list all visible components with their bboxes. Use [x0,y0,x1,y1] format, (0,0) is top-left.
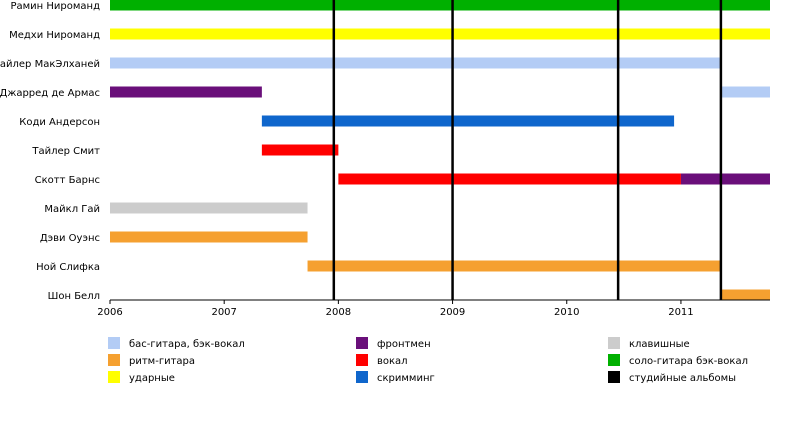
x-tick-label: 2011 [668,307,693,318]
member-label: Ной Слифка [36,262,100,273]
bar-rhythm [110,231,308,243]
legend-label-drums: ударные [129,373,175,384]
x-tick-label: 2008 [326,307,351,318]
legend-swatch-rhythm [108,354,120,366]
bar-drums [110,28,770,40]
legend-label-bass: бас-гитара, бэк-вокал [129,339,245,350]
member-label: Скотт Барнс [35,175,100,186]
member-label: Рамин Ниромaнд [10,1,100,12]
bar-front [680,173,770,185]
bar-keys [110,202,308,214]
bar-scream [261,115,675,127]
legend-swatch-drums [108,371,120,383]
x-tick-label: 2010 [554,307,579,318]
x-tick-label: 2007 [211,307,236,318]
member-label: Дэви Оуэнс [40,233,100,244]
member-label: Коди Андерсон [19,117,100,128]
legend-label-scream: скримминг [377,373,435,384]
x-tick-label: 2009 [440,307,465,318]
legend-label-keys: клавишные [629,339,690,350]
member-label: Шон Белл [48,291,100,302]
member-label: Джарред де Армас [0,88,100,99]
member-label: Медхи Ниромaнд [9,30,100,41]
legend-label-album: студийные альбомы [629,373,736,384]
bar-bass [110,57,721,69]
legend-label-vocal: вокал [377,356,408,367]
bar-lead [110,0,770,11]
legend-swatch-front [356,337,368,349]
bar-vocal [338,173,681,185]
bar-rhythm [720,289,770,301]
x-tick-label: 2006 [97,307,122,318]
bar-front [110,86,262,98]
member-label: Тайлер Смит [31,146,100,157]
legend-swatch-keys [608,337,620,349]
member-label: Майкл Гай [44,204,100,215]
bar-bass [720,86,770,98]
bar-vocal [261,144,339,156]
member-label: Тайлер МакЭлханей [0,59,100,70]
legend-swatch-album [608,371,620,383]
legend-swatch-lead [608,354,620,366]
bar-rhythm [307,260,721,272]
legend-label-lead: соло-гитара бэк-вокал [629,356,748,367]
legend-swatch-scream [356,371,368,383]
legend-swatch-vocal [356,354,368,366]
legend-label-front: фронтмен [377,339,431,350]
legend-label-rhythm: ритм-гитара [129,356,195,367]
legend-swatch-bass [108,337,120,349]
